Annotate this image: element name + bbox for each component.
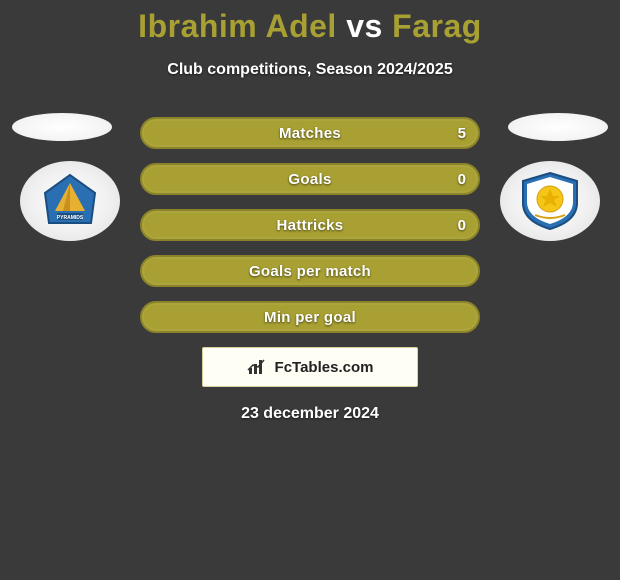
ismaily-badge-icon	[515, 171, 585, 231]
page-title: Ibrahim Adel vs Farag	[0, 0, 620, 45]
stat-row: Goals per match	[140, 255, 480, 287]
footer-brand[interactable]: FcTables.com	[202, 347, 418, 387]
vs-text: vs	[337, 8, 392, 44]
pyramids-badge-icon: PYRAMIDS	[35, 171, 105, 231]
stat-label: Matches	[279, 125, 341, 142]
footer-date: 23 december 2024	[0, 405, 620, 423]
stat-label: Min per goal	[264, 309, 356, 326]
player2-club-badge	[500, 161, 600, 241]
stat-row: Matches 5	[140, 117, 480, 149]
stat-row: Goals 0	[140, 163, 480, 195]
stat-label: Goals per match	[249, 263, 371, 280]
player1-avatar	[12, 113, 112, 141]
stat-row: Min per goal	[140, 301, 480, 333]
player1-club-badge: PYRAMIDS	[20, 161, 120, 241]
stat-row: Hattricks 0	[140, 209, 480, 241]
stat-value-right: 5	[458, 125, 466, 142]
stat-rows: Matches 5 Goals 0 Hattricks 0 Goals per match M…	[140, 117, 480, 333]
player2-avatar	[508, 113, 608, 141]
player1-name: Ibrahim Adel	[138, 8, 337, 44]
chart-icon	[247, 358, 269, 376]
subtitle: Club competitions, Season 2024/2025	[0, 61, 620, 79]
footer-brand-text: FcTables.com	[275, 359, 374, 376]
svg-text:PYRAMIDS: PYRAMIDS	[57, 215, 84, 221]
stat-value-right: 0	[458, 217, 466, 234]
stat-label: Goals	[288, 171, 331, 188]
stat-label: Hattricks	[277, 217, 344, 234]
player2-name: Farag	[392, 8, 482, 44]
comparison-panel: PYRAMIDS Matches 5 Goals 0 Hattricks 0 Goals p…	[0, 117, 620, 333]
stat-value-right: 0	[458, 171, 466, 188]
